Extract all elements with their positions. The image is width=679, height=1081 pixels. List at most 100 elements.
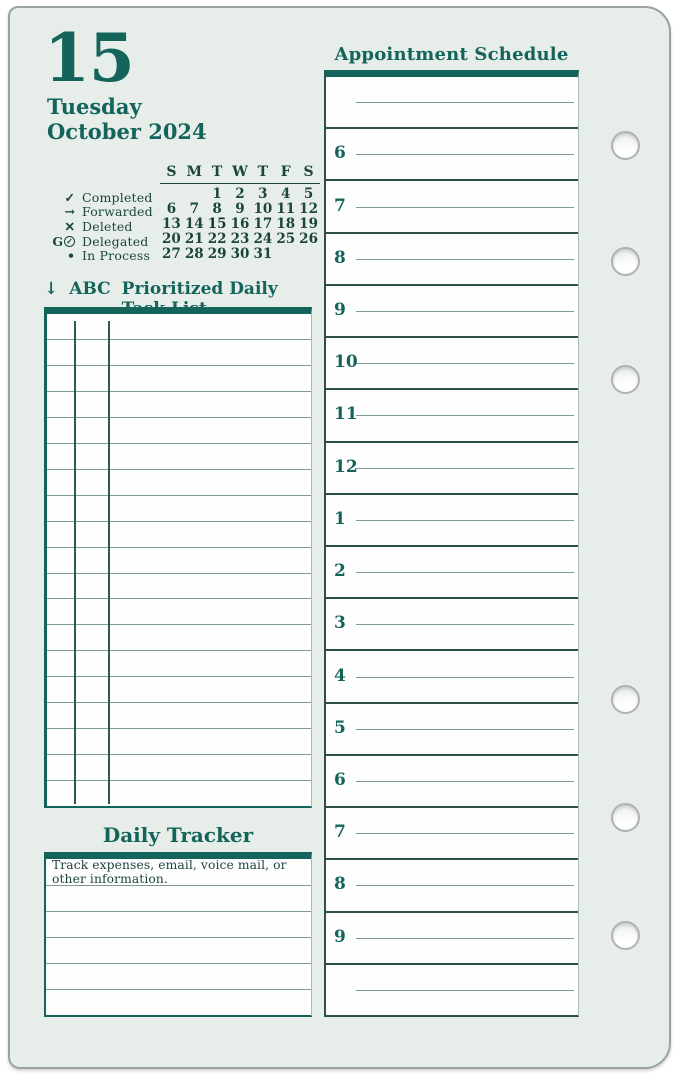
calendar-day <box>183 187 206 202</box>
hour-label: 9 <box>334 926 346 947</box>
delegated-symbol-icon: G ✓ <box>42 234 82 249</box>
legend-item-label: Deleted <box>82 218 133 234</box>
calendar-day: 23 <box>230 231 250 247</box>
legend-item: G ✓ Delegated <box>42 234 153 249</box>
down-arrow-icon: ↓ <box>44 279 59 299</box>
appointment-writing-line <box>356 780 574 782</box>
calendar-day: 21 <box>184 231 204 247</box>
calendar-day: 24 <box>253 231 273 247</box>
hour-label: 4 <box>334 665 346 686</box>
appointment-block-hour-1: 1 <box>326 492 578 545</box>
appointment-writing-line <box>356 102 574 104</box>
planner-page: 1 5 Tuesday October 2024 ✓ Completed → Forwa… <box>8 6 671 1069</box>
calendar-day: 7 <box>189 201 199 217</box>
calendar-day: 6 <box>166 201 177 217</box>
calendar-day: 30 <box>230 246 250 262</box>
appointment-block-hour-7: 7 <box>326 806 578 858</box>
calendar-day <box>297 247 320 262</box>
status-symbol-legend: ✓ Completed → Forwarded ✕ Deleted G ✓ Delegated •… <box>42 190 153 263</box>
appointment-writing-line <box>356 937 574 939</box>
task-row <box>47 729 311 756</box>
circled-check-icon: ✓ <box>64 235 75 247</box>
appointment-block-hour-5: 5 <box>326 701 578 754</box>
legend-item-label: Completed <box>82 189 153 205</box>
tracker-ruled-line <box>46 938 311 964</box>
abc-priority-label: ABC <box>69 279 111 299</box>
task-row <box>47 574 311 600</box>
calendar-day: 9 <box>235 201 245 217</box>
hour-label: 12 <box>334 456 358 477</box>
calendar-day: 19 <box>299 216 318 232</box>
forwarded-symbol-icon: → <box>64 204 75 220</box>
calendar-weekday-letter: T <box>257 164 269 180</box>
calendar-weekday-letter: S <box>303 164 314 180</box>
appointment-writing-line <box>356 519 574 521</box>
calendar-day: 18 <box>276 216 296 232</box>
appointment-writing-line <box>356 415 574 417</box>
appointment-writing-line <box>356 206 574 208</box>
calendar-weekday-letter: W <box>232 164 248 180</box>
task-list-column-divider <box>74 321 76 804</box>
hour-label: 3 <box>334 613 346 634</box>
appointment-writing-line <box>356 885 574 887</box>
calendar-day <box>160 187 183 202</box>
calendar-weekday-letter: M <box>186 164 203 180</box>
task-row <box>47 522 311 548</box>
task-row <box>47 340 311 366</box>
hour-label: 6 <box>334 770 346 791</box>
calendar-day: 27 <box>162 246 181 262</box>
deleted-symbol-icon: ✕ <box>64 218 75 234</box>
calendar-day: 11 <box>276 201 296 217</box>
month-year-label: October 2024 <box>47 119 207 144</box>
hour-label: 11 <box>334 404 358 425</box>
legend-item-label: Delegated <box>82 233 149 249</box>
appointment-writing-line <box>356 572 574 574</box>
appointment-schedule-title: Appointment Schedule <box>334 44 569 65</box>
task-row <box>47 314 311 340</box>
hour-label: 7 <box>334 822 346 843</box>
calendar-day: 29 <box>207 246 227 262</box>
binder-hole <box>611 130 640 160</box>
calendar-day: 28 <box>184 246 204 262</box>
daily-tracker-title: Daily Tracker <box>102 823 254 847</box>
binder-hole <box>611 920 640 950</box>
calendar-day <box>274 247 297 262</box>
binder-hole <box>611 364 640 394</box>
task-row <box>47 418 311 444</box>
task-row <box>47 392 311 418</box>
appointment-block-hour-9: 9 <box>326 910 578 963</box>
weekday-label: Tuesday <box>47 94 142 119</box>
appointment-writing-line <box>356 154 574 156</box>
legend-item: → Forwarded <box>42 204 153 220</box>
appointment-block-hour-2: 2 <box>326 544 578 597</box>
task-row <box>47 496 311 522</box>
hour-label: 8 <box>334 874 346 895</box>
mini-calendar-days: 1 2 3 4 5 6 7 8 9 10 11 12 13 14 15 16 17 18 19 20 21 22 23 24 2… <box>160 187 320 262</box>
binder-hole <box>611 802 640 832</box>
task-row <box>47 625 311 652</box>
appointment-writing-line <box>356 728 574 730</box>
calendar-day: 13 <box>162 216 181 232</box>
task-row <box>47 366 311 392</box>
appointment-writing-line <box>356 989 574 991</box>
calendar-day: 8 <box>212 201 222 217</box>
binder-hole <box>611 684 640 714</box>
calendar-day: 5 <box>303 186 314 202</box>
calendar-day: 16 <box>230 216 250 232</box>
task-row <box>47 470 311 496</box>
calendar-day: 26 <box>299 231 318 247</box>
appointment-writing-line <box>356 676 574 678</box>
tracker-ruled-line <box>46 912 311 938</box>
appointment-block-unlabeled <box>326 77 578 127</box>
task-row <box>47 548 311 574</box>
calendar-day: 2 <box>235 186 245 202</box>
task-row <box>47 599 311 626</box>
daily-tracker: Track expenses, email, voice mail, or ot… <box>44 852 312 1017</box>
appointment-block-hour-12: 12 <box>326 440 578 493</box>
task-row <box>47 651 311 678</box>
hour-label: 5 <box>334 717 346 738</box>
appointment-block-hour-8: 8 <box>326 231 578 284</box>
hour-label: 7 <box>334 195 346 216</box>
